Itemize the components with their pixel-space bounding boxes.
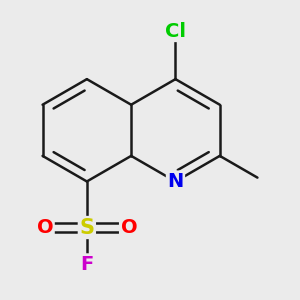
Text: N: N <box>167 172 184 191</box>
Text: S: S <box>80 218 94 238</box>
Text: O: O <box>121 218 137 237</box>
Text: F: F <box>80 255 94 274</box>
Text: Cl: Cl <box>165 22 186 40</box>
Text: O: O <box>37 218 53 237</box>
